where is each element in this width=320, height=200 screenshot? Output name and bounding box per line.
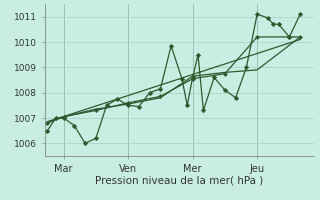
X-axis label: Pression niveau de la mer( hPa ): Pression niveau de la mer( hPa ): [95, 175, 263, 185]
